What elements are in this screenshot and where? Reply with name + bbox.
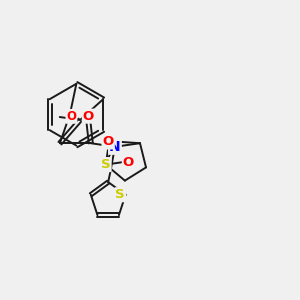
Text: O: O: [83, 110, 94, 123]
Text: O: O: [123, 156, 134, 169]
Text: N: N: [109, 140, 121, 154]
Text: S: S: [101, 158, 111, 171]
Text: S: S: [116, 188, 125, 201]
Text: O: O: [66, 110, 76, 123]
Text: O: O: [103, 135, 114, 148]
